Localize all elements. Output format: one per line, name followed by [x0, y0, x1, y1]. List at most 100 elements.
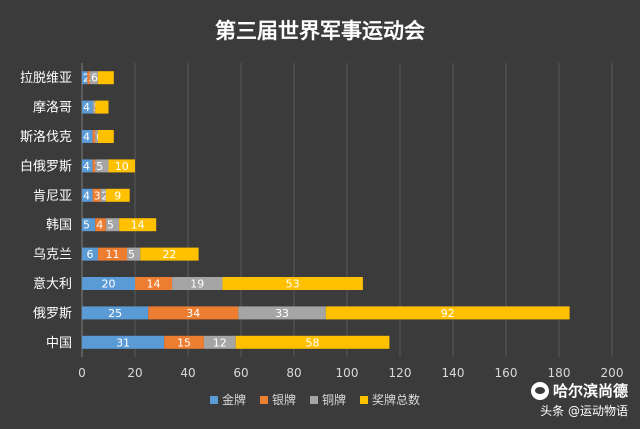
- x-tick-label: 200: [601, 366, 624, 380]
- data-label: 22: [162, 248, 176, 261]
- bar-segment: [95, 100, 109, 114]
- bar-segment: [82, 71, 88, 85]
- x-tick-label: 80: [286, 366, 301, 380]
- data-label: 20: [102, 278, 116, 291]
- x-tick-label: 160: [495, 366, 518, 380]
- category-label: 意大利: [33, 276, 72, 292]
- wechat-icon: [530, 381, 549, 400]
- watermark-main: 哈尔滨尚德: [552, 382, 628, 400]
- bar-segment: [148, 306, 239, 320]
- x-tick-label: 120: [389, 366, 412, 380]
- bar-segment: [82, 335, 165, 349]
- x-tick-label: 20: [127, 366, 142, 380]
- bar-segment: [92, 188, 101, 202]
- category-label: 韩国: [46, 218, 72, 233]
- bar-segment: [97, 71, 114, 85]
- watermark: 哈尔滨尚德 头条 @运动物语: [530, 380, 628, 419]
- data-label: 4: [83, 160, 90, 173]
- bar-segment: [238, 306, 326, 320]
- data-label: 4: [83, 189, 90, 202]
- category-label: 斯洛伐克: [20, 130, 72, 145]
- bar-segment: [82, 247, 98, 261]
- data-label: 33: [275, 307, 289, 320]
- legend-swatch: [310, 396, 318, 404]
- data-label: 4: [83, 131, 90, 144]
- bar-segment: [95, 159, 109, 173]
- data-label: 11: [105, 248, 119, 261]
- data-label: 2: [102, 189, 109, 202]
- category-label: 肯尼亚: [33, 189, 72, 204]
- bar-segment: [95, 218, 106, 232]
- bar-segment: [82, 277, 135, 290]
- bar-segment: [108, 159, 135, 173]
- data-label: 58: [306, 336, 320, 349]
- data-label: 34: [186, 307, 200, 320]
- legend-label: 金牌: [222, 392, 246, 407]
- data-label: 6: [91, 72, 98, 85]
- bar-segment: [127, 247, 141, 261]
- x-tick-label: 60: [233, 366, 248, 380]
- bar-segment: [140, 247, 199, 261]
- legend-label: 奖牌总数: [372, 392, 420, 407]
- category-label: 摩洛哥: [33, 100, 72, 116]
- data-label: 14: [131, 219, 145, 232]
- category-label: 中国: [46, 336, 72, 351]
- bar-segment: [82, 100, 93, 114]
- bar-segment: [92, 130, 96, 143]
- category-label: 俄罗斯: [33, 306, 72, 321]
- data-label: 92: [441, 307, 455, 320]
- bar-segment: [89, 71, 98, 85]
- data-label: 25: [108, 307, 122, 320]
- bar-segment: [97, 130, 114, 143]
- data-label: 5: [128, 248, 135, 261]
- bar-segment: [135, 277, 173, 290]
- x-tick-label: 40: [180, 366, 195, 380]
- data-label: 5: [107, 219, 114, 232]
- category-label: 乌克兰: [33, 247, 72, 263]
- category-label: 白俄罗斯: [20, 158, 72, 174]
- data-label: 2: [83, 72, 90, 85]
- bar-segment: [92, 159, 96, 173]
- legend-swatch: [260, 396, 268, 404]
- data-label: 6: [86, 248, 93, 261]
- data-label: 15: [177, 336, 191, 349]
- x-tick-label: 180: [548, 366, 571, 380]
- bar-segment: [100, 188, 106, 202]
- bar-segment: [97, 247, 128, 261]
- bar-segment: [87, 71, 90, 85]
- bar-segment: [164, 335, 204, 349]
- x-tick-label: 0: [78, 366, 86, 380]
- data-label: 53: [286, 278, 300, 291]
- chart-title: 第三届世界军事运动会: [215, 19, 425, 43]
- bar-segment: [235, 335, 390, 349]
- legend-label: 银牌: [272, 393, 296, 407]
- data-label: 3: [94, 189, 101, 202]
- data-label: 31: [116, 336, 130, 349]
- bar-segment: [105, 188, 130, 202]
- bar-segment: [325, 306, 570, 320]
- bar-segment: [82, 218, 96, 232]
- legend-swatch: [210, 396, 218, 404]
- data-label: 9: [114, 189, 121, 202]
- watermark-sub: 头条 @运动物语: [540, 404, 628, 418]
- bar-segment: [105, 218, 120, 232]
- bar-segment: [95, 130, 98, 143]
- bar-segment: [82, 188, 93, 202]
- bar-segment: [92, 100, 96, 114]
- category-label: 拉脱维亚: [20, 71, 72, 86]
- bar-segment: [82, 130, 93, 143]
- bar-segment: [82, 159, 93, 173]
- data-label: 5: [96, 160, 103, 173]
- data-label: 4: [96, 219, 103, 232]
- bar-segment: [119, 218, 157, 232]
- data-label: 14: [147, 278, 161, 291]
- data-label: 5: [83, 219, 90, 232]
- x-tick-label: 140: [442, 366, 465, 380]
- bar-segment: [82, 306, 149, 320]
- legend-swatch: [360, 396, 368, 404]
- bar-segment: [222, 277, 363, 290]
- legend-label: 铜牌: [322, 392, 346, 407]
- data-label: 10: [115, 160, 129, 173]
